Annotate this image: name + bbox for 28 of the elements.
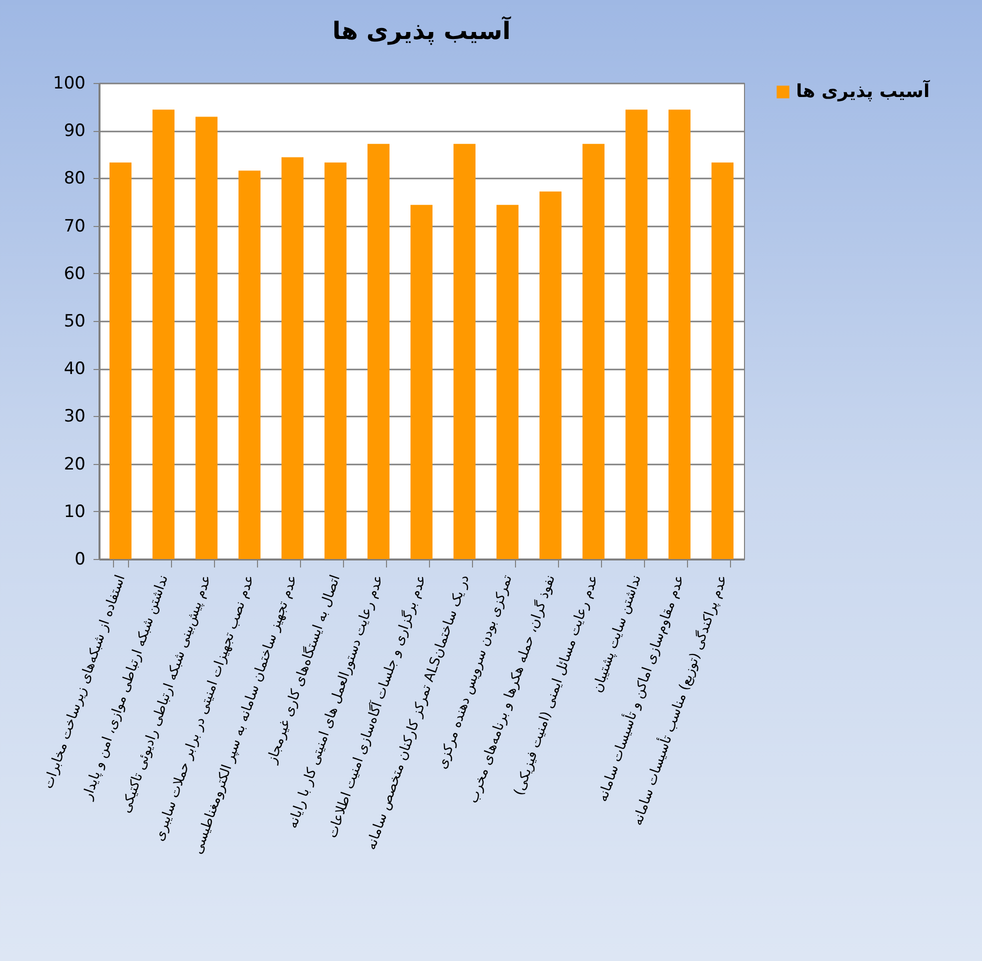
- bar: [324, 162, 346, 559]
- chart-title: آسیب پذیری ها: [332, 16, 512, 45]
- bar: [454, 144, 476, 559]
- y-tick-label: 100: [53, 74, 86, 94]
- legend-label: آسیب پذیری ها: [796, 79, 930, 102]
- y-tick-label: 90: [64, 121, 86, 142]
- bar: [282, 157, 304, 559]
- y-tick-label: 10: [64, 502, 86, 522]
- bar: [626, 110, 648, 559]
- bar: [712, 162, 734, 559]
- bar: [110, 162, 132, 559]
- bar: [668, 110, 690, 559]
- y-tick-label: 50: [64, 312, 86, 332]
- bar: [410, 204, 432, 559]
- bar: [152, 110, 174, 559]
- y-tick-label: 30: [64, 406, 86, 427]
- bar: [496, 204, 518, 559]
- bar: [368, 144, 390, 559]
- y-tick-label: 80: [64, 168, 86, 189]
- y-tick-label: 0: [74, 550, 86, 570]
- y-tick-label: 20: [64, 454, 86, 474]
- bar: [238, 170, 260, 559]
- bar: [582, 144, 604, 559]
- bar: [196, 116, 218, 559]
- y-tick-label: 70: [64, 216, 86, 236]
- bar: [540, 192, 562, 559]
- y-tick-label: 60: [64, 264, 86, 284]
- y-tick-label: 40: [64, 359, 86, 380]
